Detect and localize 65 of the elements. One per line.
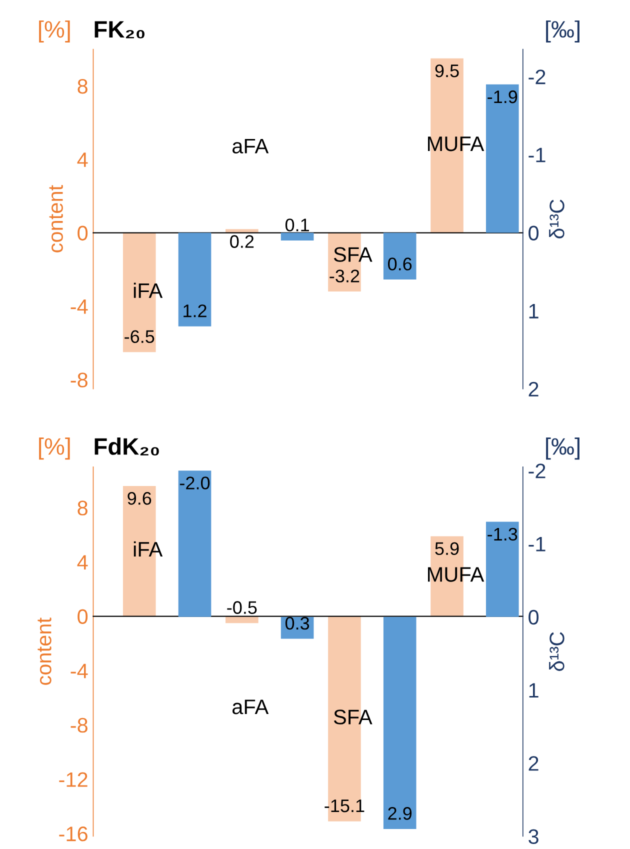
y-tick-label: 0 — [78, 609, 88, 624]
data-label: 5.9 — [435, 542, 459, 556]
data-label: 9.5 — [435, 64, 459, 78]
x-tick-label: iFA — [134, 541, 163, 557]
chart-title: FK₂₀ — [94, 21, 144, 38]
bar — [226, 229, 258, 233]
bar — [280, 232, 314, 241]
y2-tick-label: 1 — [529, 304, 538, 318]
x-tick-label: iFA — [134, 282, 163, 298]
y-axis-title: content — [38, 618, 52, 685]
bar — [383, 616, 416, 829]
data-label: 0.3 — [285, 616, 310, 630]
y2-axis-title: δ¹³C — [549, 200, 564, 238]
bar — [383, 232, 416, 280]
bar — [178, 470, 212, 617]
y2-tick-label: -1 — [528, 536, 546, 552]
data-label: -0.5 — [227, 601, 257, 614]
data-label: -3.2 — [330, 270, 360, 282]
y2-tick-label: 2 — [528, 382, 538, 396]
data-label: -1.3 — [488, 528, 518, 541]
data-label: -1.9 — [488, 90, 518, 104]
data-label: -15.1 — [324, 800, 364, 812]
y-tick-label: 4 — [77, 555, 88, 570]
y2-tick-label: 2 — [528, 756, 538, 771]
data-label: 0.1 — [285, 218, 309, 232]
text: [‰] — [546, 438, 580, 460]
text: [%] — [39, 438, 70, 460]
y-tick-label: 8 — [78, 78, 88, 94]
x-tick-label: SFA — [334, 247, 372, 262]
data-label: 0.2 — [230, 235, 254, 248]
x-tick-label: SFA — [334, 710, 372, 724]
x-tick-label: aFA — [232, 138, 269, 154]
y2-tick-label: -1 — [528, 148, 546, 162]
y2-tick-label: -2 — [528, 464, 546, 478]
y2-tick-label: -2 — [528, 70, 546, 84]
data-label: -6.5 — [124, 330, 154, 344]
x-tick-label: MUFA — [428, 136, 484, 152]
y-tick-label: -8 — [70, 372, 88, 388]
y-tick-label: 4 — [77, 152, 88, 167]
text: [‰] — [546, 20, 580, 42]
bar — [486, 84, 519, 233]
y-tick-label: -4 — [70, 664, 88, 678]
y2-tick-label: 0 — [528, 610, 539, 625]
y2-axis-title: δ¹³C — [549, 632, 564, 671]
bar — [178, 232, 212, 326]
y-tick-label: -4 — [70, 299, 88, 314]
y-tick-label: -16 — [59, 826, 88, 842]
x-tick-label: aFA — [232, 700, 269, 714]
data-label: 9.6 — [128, 492, 152, 505]
data-label: -2.0 — [180, 476, 210, 490]
x-tick-label: MUFA — [428, 567, 484, 582]
y-tick-label: 8 — [78, 500, 88, 516]
y2-tick-label: 1 — [529, 683, 538, 698]
data-label: 2.9 — [388, 807, 412, 820]
chart-title: FdK₂₀ — [94, 438, 159, 456]
y2-tick-label: 0 — [528, 226, 539, 240]
y-tick-label: 0 — [78, 226, 88, 241]
bar — [486, 522, 519, 617]
data-label: 1.2 — [184, 304, 206, 318]
y2-tick-label: 3 — [528, 829, 538, 844]
y-axis-title: content — [49, 185, 63, 252]
y-tick-label: -8 — [70, 718, 88, 733]
y-tick-label: -12 — [59, 772, 88, 787]
text: [%] — [39, 20, 70, 42]
data-label: 0.6 — [388, 258, 412, 270]
